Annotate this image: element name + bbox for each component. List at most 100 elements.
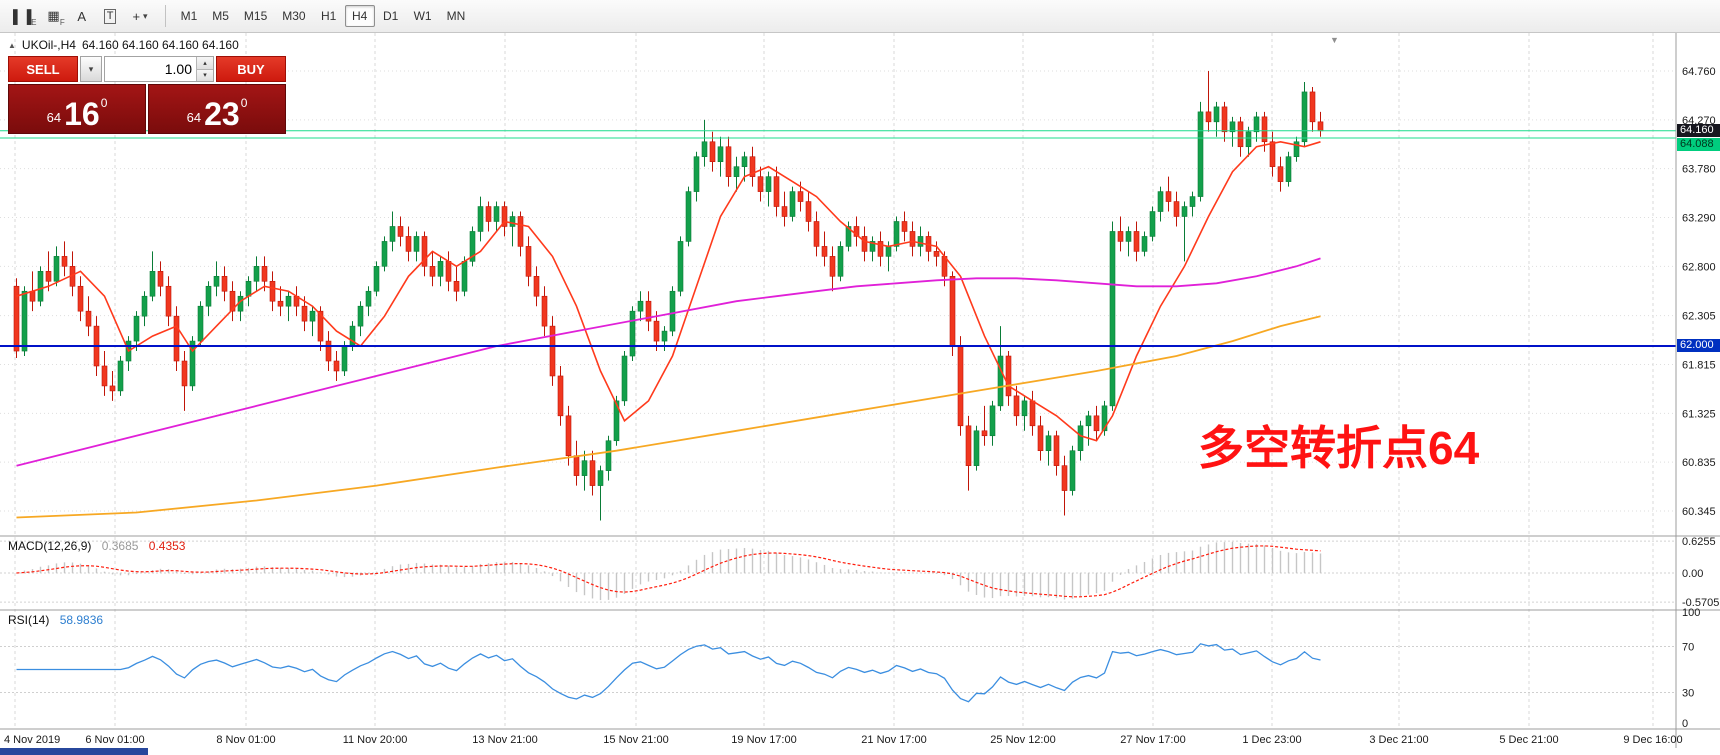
svg-text:9 Dec 16:00: 9 Dec 16:00 (1623, 734, 1682, 746)
svg-text:100: 100 (1682, 607, 1700, 619)
ohlc-values: 64.160 64.160 64.160 64.160 (81, 38, 239, 52)
candlestick-chart-icon-glyph: ▌▐ (13, 8, 32, 24)
volume-stepper: ▴ ▾ (196, 57, 213, 81)
svg-text:11 Nov 20:00: 11 Nov 20:00 (343, 734, 408, 746)
moving-averages (16, 140, 1321, 519)
sell-price-tile[interactable]: 64 16 0 (8, 84, 146, 134)
chart-symbol-header: ▲ UKOil-,H4 64.160 64.160 64.160 64.160 (8, 38, 239, 52)
text-label-icon-glyph: A (77, 8, 87, 24)
buy-price-tile[interactable]: 64 23 0 (148, 84, 286, 134)
text-frame-icon-glyph: T (103, 8, 117, 24)
rsi-value: 58.9836 (59, 613, 104, 627)
svg-text:60.345: 60.345 (1682, 506, 1716, 518)
price-tiles: 64 16 0 64 23 0 (8, 84, 288, 134)
chevron-down-icon: ▾ (88, 63, 94, 74)
candlesticks (13, 71, 1324, 521)
svg-text:15 Nov 21:00: 15 Nov 21:00 (603, 734, 668, 746)
symbol-period-label: UKOil-,H4 (21, 38, 76, 52)
svg-text:-0.5705: -0.5705 (1682, 597, 1719, 609)
svg-text:4 Nov 2019: 4 Nov 2019 (4, 734, 60, 746)
text-frame-icon[interactable]: T (97, 4, 124, 28)
chart-grid-icon[interactable]: ▦ F (40, 4, 66, 28)
crosshair-icon[interactable]: + ▾ (125, 4, 154, 28)
timeframe-group: M1 M5 M15 M30 H1 H4 D1 W1 MN (174, 5, 474, 27)
sell-price-int: 64 (46, 110, 62, 125)
svg-text:62.800: 62.800 (1682, 261, 1716, 273)
toolbar: ▌▐ E ▦ F A T + ▾ M1 M5 M15 M30 H1 H4 D1 W1 MN (0, 0, 1720, 33)
svg-text:0.6255: 0.6255 (1682, 536, 1716, 548)
svg-text:19 Nov 17:00: 19 Nov 17:00 (731, 734, 796, 746)
rsi-indicator-label: RSI(14) 58.9836 (8, 613, 103, 627)
buy-button[interactable]: BUY (216, 56, 286, 82)
sell-button[interactable]: SELL (8, 56, 78, 82)
svg-text:70: 70 (1682, 642, 1694, 654)
buy-price-pips: 23 (204, 96, 240, 132)
indicator-panes (16, 541, 1322, 703)
svg-text:25 Nov 12:00: 25 Nov 12:00 (990, 734, 1055, 746)
svg-text:27 Nov 17:00: 27 Nov 17:00 (1120, 734, 1185, 746)
collapse-panel-icon[interactable]: ▲ (8, 40, 16, 50)
macd-value: 0.3685 (101, 539, 139, 553)
svg-text:60.835: 60.835 (1682, 457, 1716, 469)
svg-text:3 Dec 21:00: 3 Dec 21:00 (1369, 734, 1428, 746)
icon-subscript: E (31, 18, 37, 27)
buy-price-int: 64 (186, 110, 202, 125)
text-label-icon[interactable]: A (69, 4, 95, 28)
svg-text:21 Nov 17:00: 21 Nov 17:00 (861, 734, 926, 746)
order-controls-row: SELL ▾ ▴ ▾ BUY (8, 56, 288, 82)
horizontal-line-objects[interactable] (0, 130, 1676, 348)
price-badge-62.000: 62.000 (1677, 339, 1720, 352)
macd-signal-value: 0.4353 (148, 539, 186, 553)
svg-text:63.780: 63.780 (1682, 164, 1716, 176)
sell-price-pips: 16 (64, 96, 100, 132)
svg-text:0: 0 (1682, 718, 1688, 730)
svg-text:6 Nov 01:00: 6 Nov 01:00 (85, 734, 144, 746)
svg-text:8 Nov 01:00: 8 Nov 01:00 (216, 734, 275, 746)
volume-box: ▴ ▾ (104, 56, 214, 82)
macd-signal-line (16, 545, 1321, 598)
sell-price-sup: 0 (100, 96, 108, 110)
stepper-down-icon[interactable]: ▾ (197, 69, 213, 81)
slow-ma-orange (16, 315, 1321, 519)
timeframe-button-m15[interactable]: M15 (237, 5, 274, 27)
axis-labels: 64.760 64.270 63.780 63.290 62.800 62.305 61.8… (4, 66, 1719, 746)
pane-frame (0, 33, 1720, 748)
timeframe-button-m30[interactable]: M30 (275, 5, 312, 27)
rsi-line (16, 643, 1321, 703)
svg-text:13 Nov 21:00: 13 Nov 21:00 (472, 734, 537, 746)
svg-text:64.760: 64.760 (1682, 66, 1716, 78)
order-type-dropdown[interactable]: ▾ (80, 56, 102, 82)
svg-text:64.270: 64.270 (1682, 115, 1716, 127)
svg-text:62.305: 62.305 (1682, 311, 1716, 323)
grid (0, 33, 1676, 729)
volume-input[interactable] (105, 57, 196, 81)
fast-ma-red (16, 140, 1321, 442)
timeframe-button-h1[interactable]: H1 (314, 5, 344, 27)
medium-ma-magenta (16, 257, 1321, 467)
timeframe-button-mn[interactable]: MN (440, 5, 473, 27)
bottom-panel-edge (0, 748, 148, 755)
timeframe-button-h4[interactable]: H4 (344, 5, 375, 27)
chart-grid-icon-glyph: ▦ (47, 8, 60, 23)
svg-text:61.325: 61.325 (1682, 408, 1716, 420)
one-click-trading-panel: SELL ▾ ▴ ▾ BUY 64 16 0 64 23 0 (8, 56, 288, 134)
macd-name: MACD(12,26,9) (8, 539, 92, 553)
chart-text-annotation[interactable]: 多空转折点64 (1198, 422, 1480, 474)
svg-text:5 Dec 21:00: 5 Dec 21:00 (1499, 734, 1558, 746)
chart-shift-marker[interactable]: ▼ (1330, 35, 1339, 45)
svg-text:30: 30 (1682, 688, 1694, 700)
icon-subscript: F (59, 18, 65, 27)
buy-price-sup: 0 (240, 96, 248, 110)
timeframe-button-m5[interactable]: M5 (205, 5, 236, 27)
svg-text:0.00: 0.00 (1682, 568, 1703, 580)
candlestick-chart-icon[interactable]: ▌▐ E (6, 4, 38, 28)
rsi-name: RSI(14) (8, 613, 50, 627)
stepper-up-icon[interactable]: ▴ (197, 57, 213, 70)
price-badge-64.160: 64.160 (1677, 124, 1720, 137)
timeframe-button-m1[interactable]: M1 (174, 5, 205, 27)
svg-text:63.290: 63.290 (1682, 213, 1716, 225)
svg-text:61.815: 61.815 (1682, 359, 1716, 371)
timeframe-button-d1[interactable]: D1 (376, 5, 406, 27)
timeframe-button-w1[interactable]: W1 (407, 5, 439, 27)
